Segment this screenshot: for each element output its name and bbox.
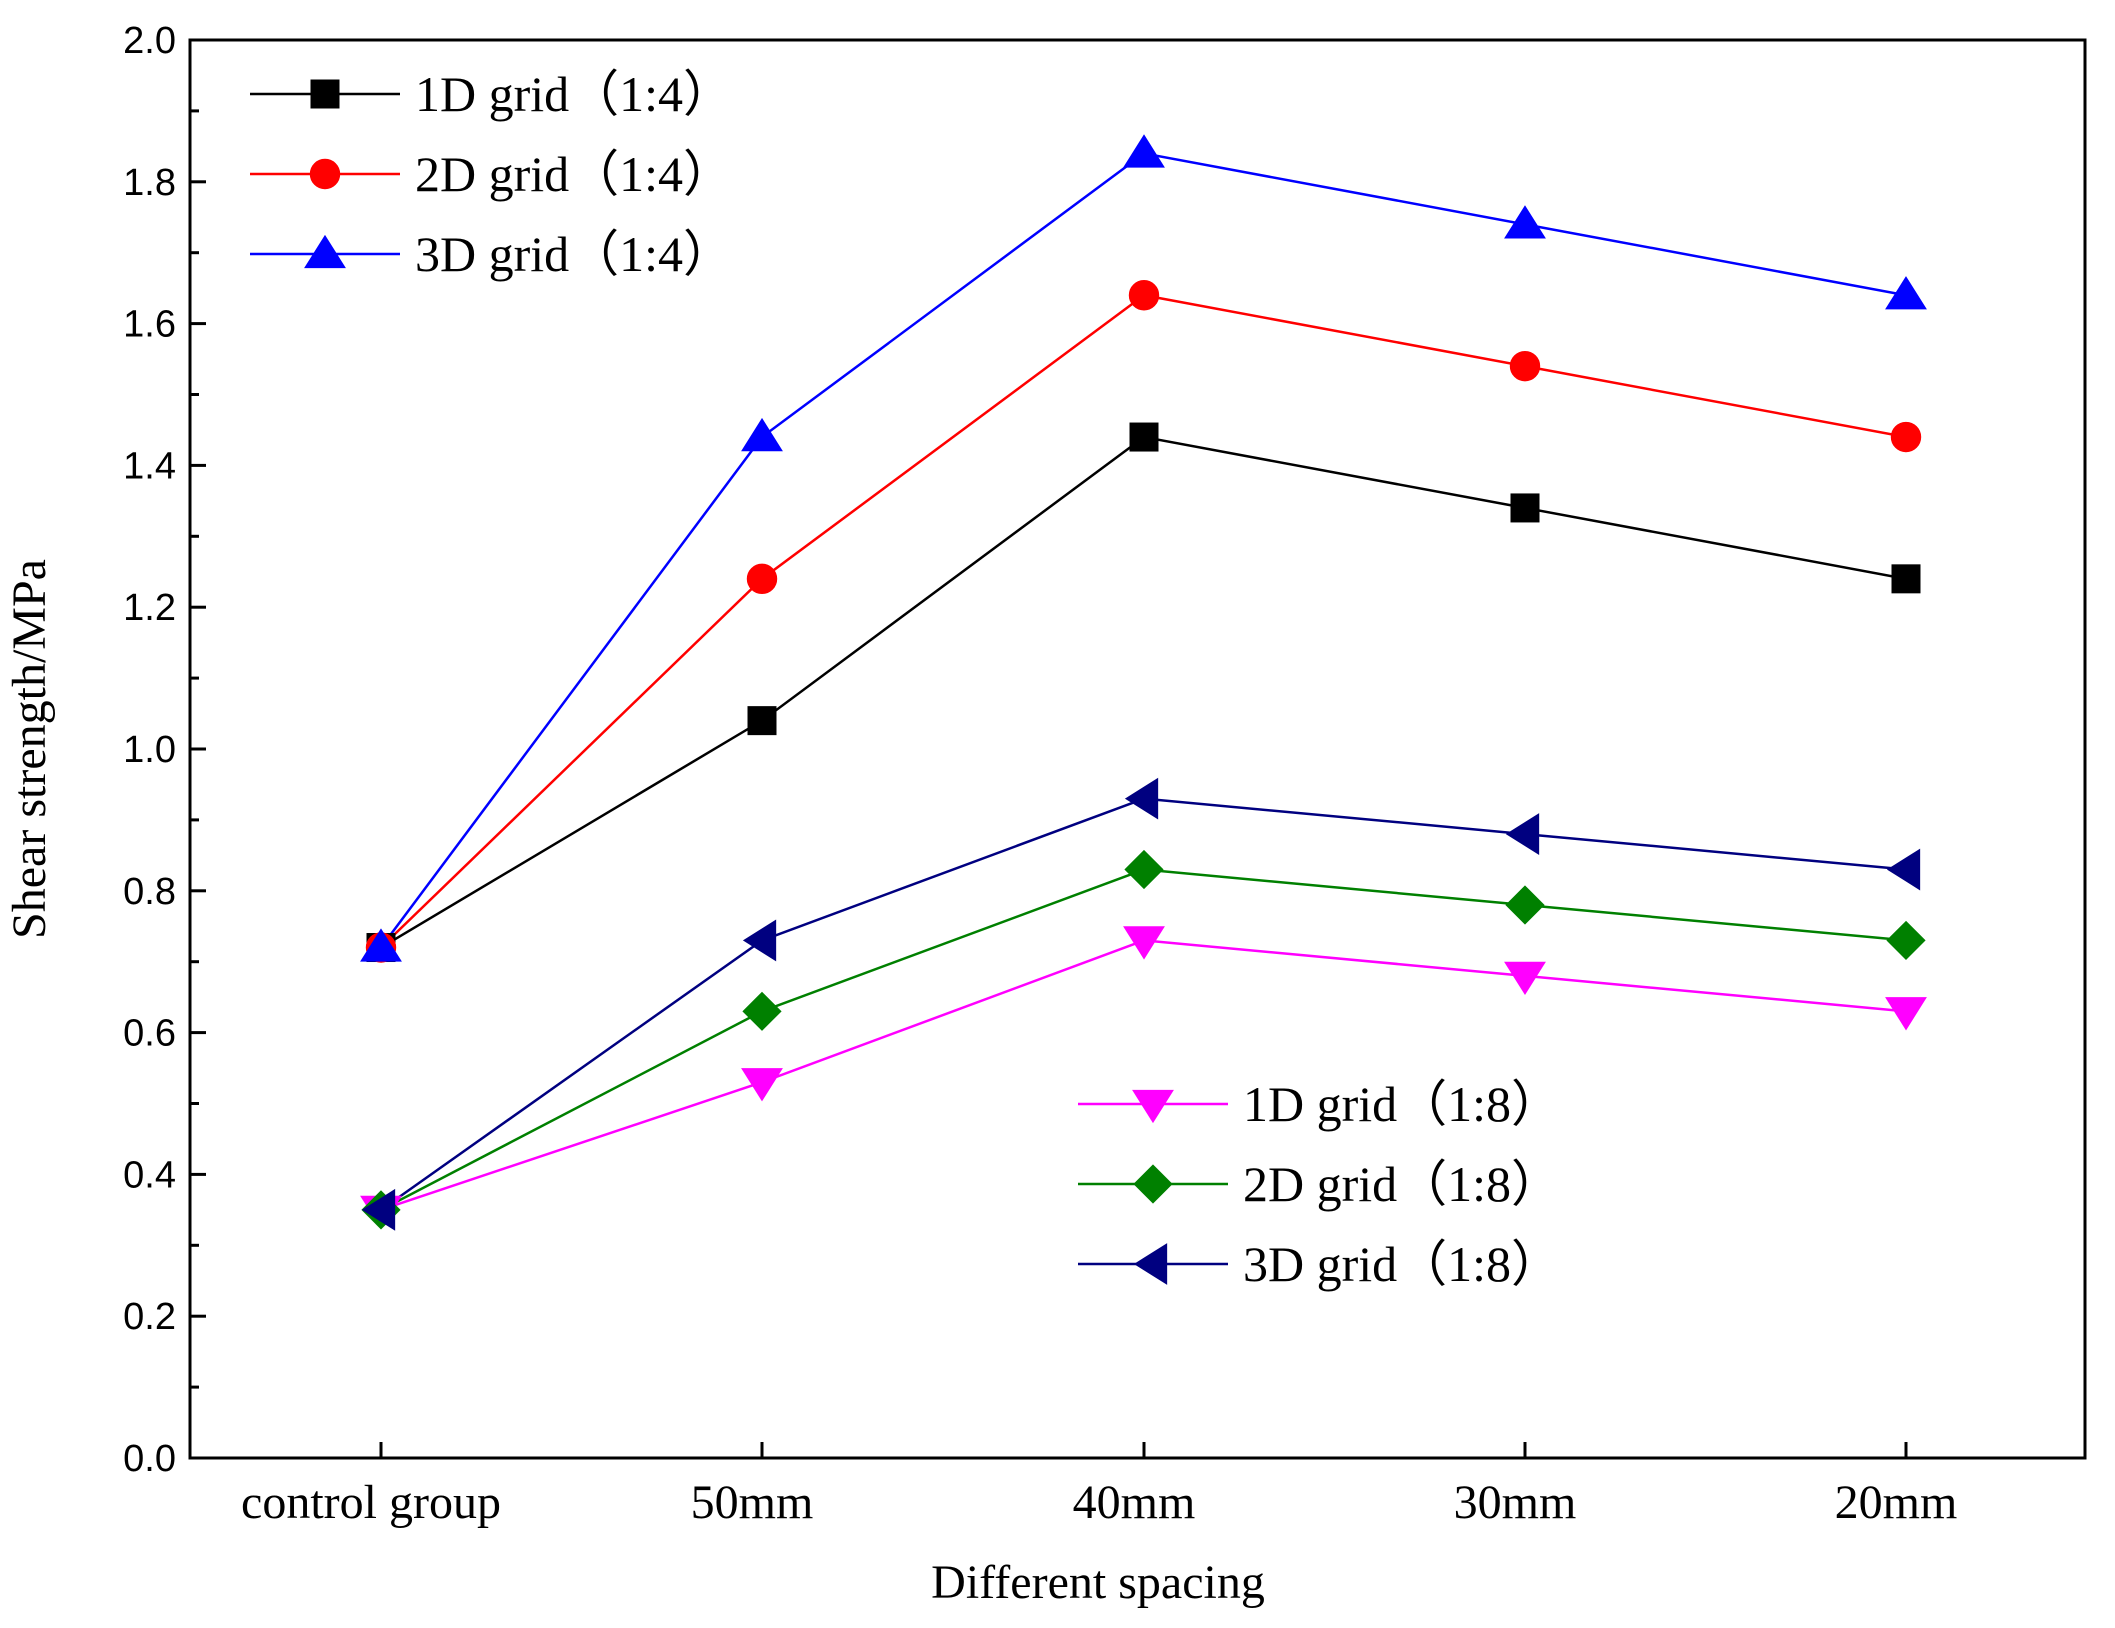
data-point-s0-p3: [1510, 493, 1540, 523]
x-tick-label: control group: [241, 1476, 501, 1529]
data-point-s3-p3: [1504, 961, 1546, 996]
y-tick-label: 0.4: [123, 1154, 176, 1196]
data-point-s0-p4: [1891, 564, 1921, 594]
data-point-s4-p4: [1886, 920, 1926, 961]
series-markers: [360, 134, 1927, 1231]
data-point-s3-p2: [1123, 926, 1165, 960]
data-point-s5-p3: [1505, 813, 1540, 856]
legend-marker-5: [1133, 1243, 1168, 1285]
y-axis-title: Shear strength/MPa: [3, 559, 56, 939]
data-point-s3-p1: [741, 1068, 783, 1102]
data-point-s2-p2: [1123, 134, 1165, 168]
y-tick-label: 0.2: [123, 1296, 176, 1338]
legend-marker-1: [309, 158, 341, 190]
x-tick-label: 40mm: [1073, 1476, 1196, 1529]
y-tick-label: 1.6: [123, 304, 176, 346]
legend-marker-3: [1132, 1089, 1174, 1124]
data-point-s4-p2: [1124, 849, 1164, 890]
data-point-s1-p4: [1890, 421, 1922, 453]
data-point-s1-p3: [1509, 350, 1541, 382]
data-point-s5-p1: [742, 919, 777, 962]
data-point-s0-p2: [1129, 422, 1159, 452]
data-point-s5-p4: [1886, 848, 1921, 891]
data-point-s4-p1: [742, 991, 782, 1031]
data-point-s2-p1: [741, 417, 783, 452]
y-tick-labels: 0.0 0.2 0.4 0.6 0.8 1.0 1.2 1.4 1.6 1.8 2.0: [123, 20, 176, 1480]
y-tick-label: 0.0: [123, 1438, 176, 1480]
y-tick-label: 1.8: [123, 162, 176, 204]
x-tick-label: 50mm: [691, 1476, 814, 1529]
legend-label-3: 1D grid（1:8）: [1243, 1076, 1561, 1132]
legend-label-4: 2D grid（1:8）: [1243, 1156, 1561, 1212]
y-tick-label: 1.4: [123, 445, 176, 487]
data-point-s3-p4: [1885, 997, 1927, 1031]
y-tick-label: 2.0: [123, 20, 176, 62]
x-tick-labels: control group 50mm 40mm 30mm 20mm: [241, 1476, 1957, 1529]
legend-label-2: 3D grid（1:4）: [415, 226, 733, 282]
legend-label-1: 2D grid（1:4）: [415, 146, 733, 202]
x-axis-title: Different spacing: [931, 1556, 1265, 1609]
data-point-s2-p0: [360, 928, 402, 962]
data-point-s0-p1: [747, 706, 777, 736]
y-tick-label: 1.2: [123, 587, 176, 629]
series-lines: [379, 152, 1907, 1212]
data-point-s5-p0: [361, 1188, 396, 1231]
legend-label-5: 3D grid（1:8）: [1243, 1236, 1561, 1292]
data-point-s1-p1: [746, 563, 778, 595]
legend-marker-4: [1133, 1164, 1173, 1204]
y-tick-label: 0.6: [123, 1013, 176, 1055]
legend-marker-0: [310, 79, 340, 109]
data-point-s5-p2: [1124, 777, 1159, 820]
y-tick-label: 1.0: [123, 729, 176, 771]
legend-marker-2: [304, 234, 346, 269]
legend-label-0: 1D grid（1:4）: [415, 66, 733, 122]
data-point-s4-p3: [1505, 885, 1545, 925]
series-line-1: [380, 293, 1907, 949]
x-tick-label: 20mm: [1835, 1476, 1958, 1529]
series-line-4: [380, 868, 1907, 1211]
legends: 1D grid（1:4） 2D grid（1:4） 3D grid（1:4） 1D g…: [250, 66, 1561, 1292]
data-point-s2-p4: [1885, 276, 1927, 310]
data-point-s2-p3: [1504, 205, 1546, 239]
axis-ticks: [190, 38, 1908, 1460]
series-line-3: [380, 939, 1907, 1212]
data-point-s1-p2: [1128, 280, 1160, 311]
y-tick-label: 0.8: [123, 871, 176, 913]
x-tick-label: 30mm: [1454, 1476, 1577, 1529]
